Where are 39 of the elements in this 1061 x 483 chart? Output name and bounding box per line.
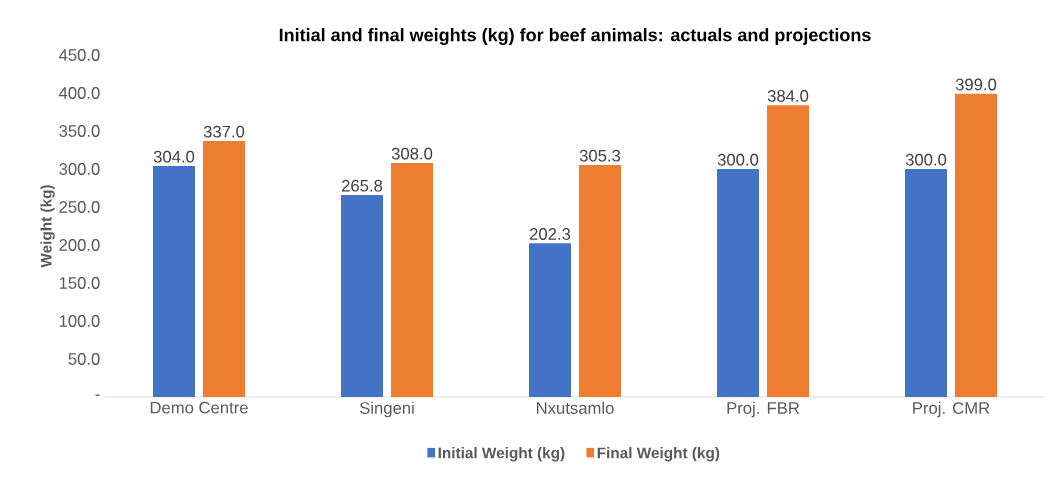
bar	[767, 105, 809, 397]
y-tick-label: 400.0	[58, 87, 100, 99]
y-tick-label: 250.0	[59, 201, 100, 213]
y-tick-label: 150.0	[59, 277, 100, 289]
y-tick-label: 350.0	[59, 125, 100, 137]
chart-title: Initial and final weights (kg) for beef animals: actuals and projections	[279, 28, 871, 45]
bar	[153, 165, 195, 397]
bar	[905, 169, 947, 397]
x-tick-label: Demo Centre	[150, 401, 248, 414]
legend-label: Final Weight (kg)	[597, 447, 720, 462]
bar	[341, 195, 383, 397]
x-tick-label: Proj. CMR	[913, 401, 990, 418]
data-label: 304.0	[153, 150, 195, 163]
bar	[203, 140, 245, 397]
y-tick-label: 50.0	[68, 353, 100, 365]
x-tick-label: Nxutsamlo	[537, 401, 614, 414]
data-label: 337.0	[203, 125, 245, 138]
bar	[579, 164, 621, 397]
data-label: 308.0	[391, 147, 433, 160]
data-label: 202.3	[529, 228, 571, 240]
data-label: 300.0	[717, 153, 759, 166]
data-label: 305.3	[579, 149, 621, 162]
x-tick-label: Singeni	[359, 401, 414, 418]
bar	[529, 243, 571, 397]
legend-label: Initial Weight (kg)	[438, 447, 565, 462]
bar	[717, 169, 759, 397]
data-label: 384.0	[767, 90, 809, 102]
y-tick-label: 300.0	[59, 163, 100, 175]
data-label: 399.0	[955, 78, 997, 91]
y-tick-label: 200.0	[59, 239, 100, 251]
y-tick-label: 100.0	[59, 315, 100, 327]
bar	[955, 93, 997, 397]
bar	[391, 162, 433, 397]
y-tick-label: 450.0	[58, 49, 100, 61]
y-axis-title: Weight (kg)	[40, 185, 55, 268]
data-label: 300.0	[905, 153, 947, 166]
x-tick-label: Proj. FBR	[727, 401, 800, 418]
y-tick-label: -	[95, 394, 100, 396]
data-label: 265.8	[341, 179, 383, 192]
